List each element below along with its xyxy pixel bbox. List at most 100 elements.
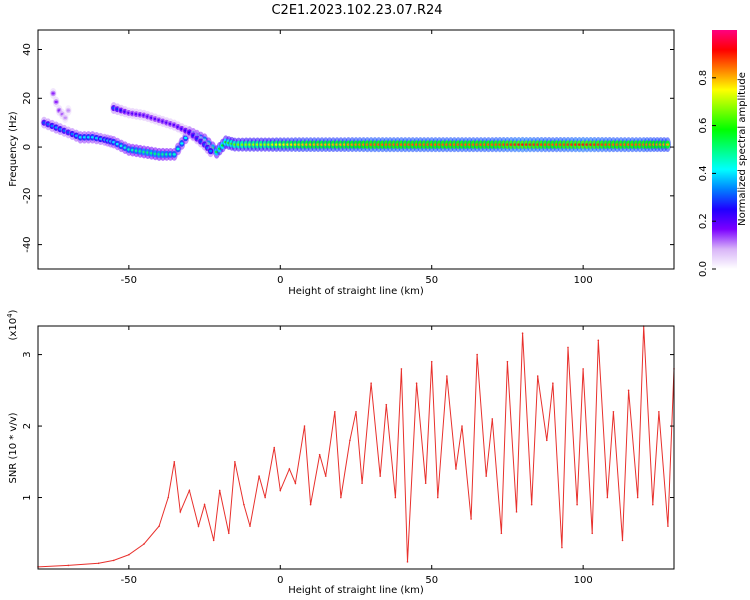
spectrogram-y-tick-label: 40 [22, 43, 33, 56]
snr-point [234, 460, 236, 463]
snr-point [455, 468, 457, 470]
snr-point [446, 375, 448, 377]
snr-point [303, 425, 306, 427]
snr-x-tick-label: 50 [425, 575, 438, 586]
snr-x-label: Height of straight line (km) [288, 585, 424, 596]
spectrogram-core [172, 153, 176, 156]
snr-marks [37, 325, 675, 568]
snr-point [158, 525, 160, 527]
spectrogram-ridge-2 [110, 102, 215, 158]
snr-point [243, 503, 245, 506]
spectrogram-core [665, 143, 670, 146]
snr-point [249, 525, 251, 527]
snr-point [567, 346, 569, 349]
spectrogram-core [66, 109, 70, 112]
snr-point [536, 375, 539, 377]
snr-point [324, 475, 327, 477]
spectrogram-x-label: Height of straight line (km) [288, 286, 424, 297]
snr-point [521, 332, 524, 334]
spectrogram-y-tick-label: -20 [22, 188, 33, 204]
snr-x-tick-label: 100 [574, 575, 593, 586]
spectrogram-core [184, 136, 188, 140]
snr-point [576, 503, 578, 506]
spectrogram-x-tick-label: 50 [425, 275, 438, 286]
snr-y-tick-label: 1 [22, 494, 33, 500]
spectrogram-marks [40, 87, 671, 161]
snr-point [461, 425, 463, 427]
snr-point [143, 543, 145, 545]
spectrogram-panel: -50 0 50 100 40 20 0 -20 -40 Height of straight … [8, 29, 675, 297]
snr-point [658, 410, 660, 413]
spectrogram-core [54, 100, 58, 104]
snr-point [179, 511, 182, 513]
snr-frame [37, 325, 675, 570]
snr-point [606, 496, 609, 499]
snr-point [485, 475, 488, 477]
snr-point [491, 418, 494, 420]
snr-point [476, 353, 478, 356]
snr-point [318, 453, 321, 456]
snr-point [340, 496, 342, 499]
snr-y-tick-label: 2 [22, 423, 33, 429]
snr-point [309, 503, 312, 506]
colorbar-gradient [712, 30, 737, 269]
snr-point [406, 561, 409, 563]
snr-point [212, 539, 215, 542]
spectrogram-x-tick-label: 100 [574, 275, 593, 286]
spectrogram-y-tick-label: -40 [22, 236, 33, 252]
snr-point [258, 475, 260, 477]
snr-panel: -50 0 50 100 1 2 3 Height of straight line (km… [6, 309, 675, 596]
snr-point [546, 439, 548, 442]
snr-point [415, 382, 418, 384]
snr-point [288, 468, 291, 470]
colorbar: 0.0 0.2 0.4 0.6 0.8 Normalized spectral ampl… [698, 30, 748, 277]
snr-point [621, 539, 624, 542]
figure-title: C2E1.2023.102.23.07.R24 [271, 3, 442, 18]
spectrogram-axes: -50 0 50 100 40 20 0 -20 -40 [22, 30, 674, 286]
snr-point [636, 496, 639, 499]
snr-point [436, 496, 439, 499]
snr-x-tick-label: -50 [121, 575, 137, 586]
colorbar-axes: 0.0 0.2 0.4 0.6 0.8 [698, 70, 716, 277]
spectrogram-core [176, 147, 180, 151]
snr-point [591, 532, 594, 535]
spectrogram-y-tick-label: 20 [22, 92, 33, 105]
snr-point [97, 562, 100, 565]
snr-point [188, 489, 191, 492]
snr-point [228, 532, 230, 535]
colorbar-tick-label: 0.2 [698, 213, 709, 229]
snr-point [400, 368, 403, 370]
snr-point [370, 382, 372, 384]
snr-axes: -50 0 50 100 1 2 3 [22, 326, 674, 586]
snr-point [361, 482, 363, 485]
snr-scale-label: (x104) [6, 309, 19, 340]
snr-point [627, 389, 630, 392]
snr-point [167, 496, 170, 499]
snr-point [112, 559, 115, 562]
snr-point [349, 439, 351, 442]
snr-point [279, 489, 282, 492]
snr-y-tick-label: 3 [22, 351, 33, 357]
snr-point [582, 368, 584, 370]
snr-x-tick-label: 0 [277, 575, 283, 586]
snr-point [652, 503, 654, 506]
colorbar-tick-label: 0.0 [698, 261, 709, 277]
snr-point [667, 525, 669, 527]
snr-series-line-1 [37, 325, 675, 568]
colorbar-label: Normalized spectral amplitude [737, 72, 748, 226]
snr-y-label: SNR (10 * v/v) [8, 412, 19, 483]
spectrogram-x-tick-label: -50 [121, 275, 137, 286]
snr-point [128, 553, 130, 556]
snr-point [561, 546, 563, 549]
colorbar-tick-label: 0.8 [698, 70, 709, 86]
snr-point [218, 489, 221, 492]
snr-point [612, 410, 615, 413]
snr-point [424, 482, 427, 485]
spectrogram-y-label: Frequency (Hz) [8, 111, 19, 187]
snr-point [430, 360, 433, 363]
snr-point [470, 518, 472, 520]
spectrogram-ridge-3 [49, 87, 72, 124]
snr-point [500, 532, 503, 535]
snr-point [394, 496, 397, 499]
